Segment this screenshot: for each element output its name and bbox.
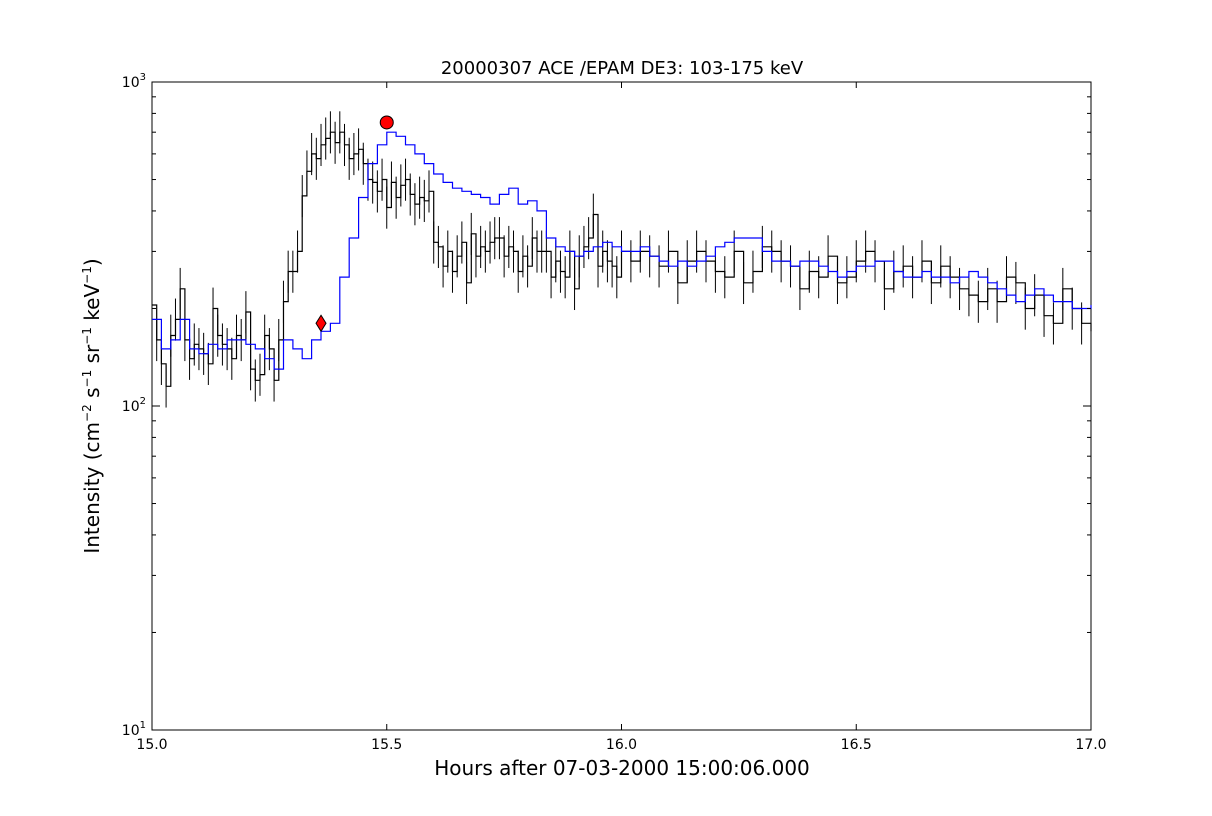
x-axis-ticks: 15.0 15.5 16.0 16.5 17.0 — [136, 82, 1107, 753]
x-tick-label: 16.0 — [606, 737, 637, 753]
y-tick-label-base: 10 — [122, 75, 140, 91]
y-axis-label-sup2: −1 — [80, 370, 94, 388]
peak-marker-circle — [379, 115, 394, 130]
y-axis-label-sup3: −1 — [80, 327, 94, 345]
onset-marker-diamond — [315, 314, 327, 333]
y-tick-label: 101 — [122, 720, 146, 739]
y-tick-label: 102 — [122, 396, 146, 415]
y-tick-label-exponent: 2 — [140, 396, 146, 407]
y-axis-label-s: s — [80, 387, 104, 404]
y-axis-label-sr: sr — [80, 344, 104, 370]
y-axis-label-sup1: −2 — [80, 404, 94, 422]
y-tick-label: 103 — [122, 72, 146, 91]
plot-area — [151, 111, 1092, 408]
y-axis-label: Intensity (cm−2 s−1 sr−1 keV−1) — [80, 258, 104, 553]
y-tick-label-exponent: 3 — [140, 72, 146, 83]
y-tick-label-base: 10 — [122, 723, 140, 739]
x-tick-label: 15.0 — [136, 737, 167, 753]
y-axis-label-kev: keV — [80, 284, 104, 328]
y-axis-label-close: ) — [80, 258, 104, 266]
y-axis-label-base: Intensity (cm — [80, 422, 104, 554]
x-tick-label: 15.5 — [371, 737, 402, 753]
x-axis-label: Hours after 07-03-2000 15:00:06.000 — [434, 756, 810, 780]
y-tick-label-exponent: 1 — [140, 720, 146, 731]
x-tick-label: 17.0 — [1075, 737, 1106, 753]
y-axis-label-sup4: −1 — [80, 266, 94, 284]
series-line-1 — [152, 131, 1092, 370]
chart-title: 20000307 ACE /EPAM DE3: 103-175 keV — [441, 58, 804, 79]
y-tick-label-base: 10 — [122, 399, 140, 415]
plot-frame — [151, 81, 1092, 731]
x-tick-label: 16.5 — [841, 737, 872, 753]
